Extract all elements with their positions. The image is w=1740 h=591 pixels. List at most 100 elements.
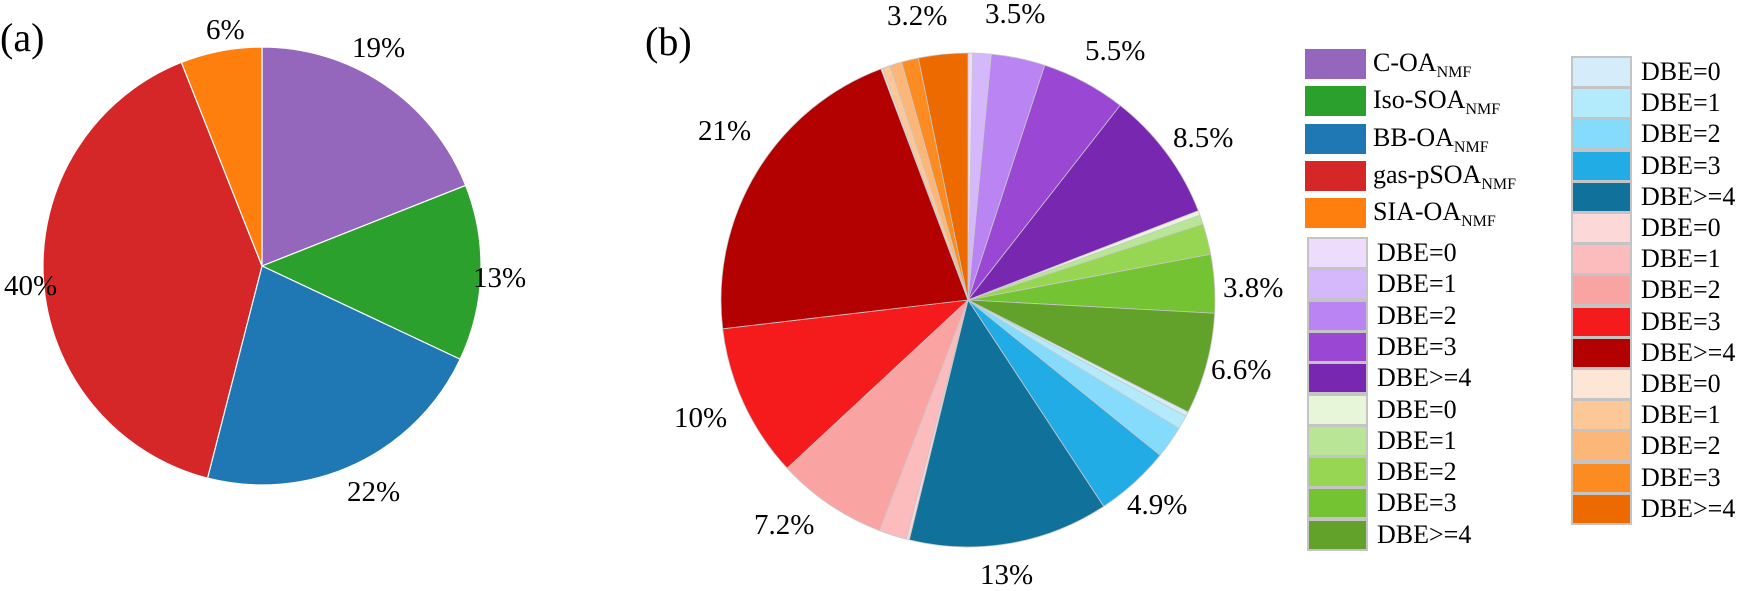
pie-b-data-label: 3.8% — [1223, 272, 1284, 304]
pie-b-slice-gas-psoa-nmf-dbe2 — [786, 299, 969, 532]
pie-a-slice-bb-oa-nmf — [206, 265, 461, 486]
pie-b-slice-bb-oa-nmf-dbe4 — [908, 299, 1105, 548]
legend-swatch-dbe — [1571, 399, 1632, 432]
legend-label: SIA-OANMF — [1373, 197, 1496, 230]
legend-swatch-dbe — [1571, 87, 1632, 120]
legend-label-dbe: DBE=0 — [1641, 369, 1721, 398]
legend-swatch-dbe — [1307, 362, 1368, 395]
legend-label-main: Iso-SOA — [1373, 85, 1466, 114]
legend-swatch-dbe — [1307, 299, 1368, 332]
pie-a-data-label: 40% — [4, 270, 58, 302]
legend-label-dbe: DBE>=4 — [1641, 181, 1736, 211]
legend-swatch-dbe — [1571, 118, 1632, 151]
legend-label-main: C-OA — [1373, 48, 1437, 77]
legend-label: gas-pSOANMF — [1373, 160, 1516, 193]
legend-swatch-dbe — [1571, 274, 1632, 307]
legend-label-dbe: DBE=3 — [1377, 331, 1457, 361]
legend-swatch-dbe — [1571, 461, 1632, 494]
pie-b-slice-c-oa-nmf-dbe4 — [966, 104, 1199, 301]
legend-swatch-dbe — [1571, 305, 1632, 338]
legend-swatch-dbe — [1307, 268, 1368, 301]
legend-swatch-dbe — [1307, 518, 1368, 551]
legend-label-main: BB-OA — [1373, 123, 1454, 152]
legend-swatch-dbe — [1571, 243, 1632, 276]
pie-b-slice-gas-psoa-nmf-dbe4 — [720, 68, 969, 330]
legend-swatch-dbe — [1307, 424, 1368, 457]
pie-a-slice-gas-psoa-nmf — [42, 61, 263, 479]
legend-swatch-dbe — [1571, 368, 1632, 400]
legend-label-dbe: DBE=0 — [1641, 57, 1721, 86]
legend-label: Iso-SOANMF — [1373, 85, 1500, 118]
legend-label-dbe: DBE=1 — [1641, 244, 1721, 274]
legend-label-subscript: NMF — [1461, 213, 1496, 230]
pie-b-data-label: 3.2% — [887, 0, 948, 32]
pie-a-slice-iso-soa-nmf — [260, 184, 482, 361]
legend-label-dbe: DBE=1 — [1377, 269, 1457, 299]
pie-a-slice-c-oa-nmf — [261, 46, 467, 267]
pie-b-data-label: 10% — [674, 402, 728, 434]
legend-label: C-OANMF — [1373, 48, 1471, 81]
legend-label-dbe: DBE=2 — [1641, 431, 1721, 461]
legend-label-dbe: DBE>=4 — [1641, 493, 1736, 523]
legend-swatch-dbe — [1571, 212, 1632, 244]
pie-b-slice-sia-oa-nmf-dbe4 — [917, 52, 969, 301]
legend-swatch — [1305, 198, 1366, 228]
legend-swatch — [1305, 124, 1366, 154]
legend-label-dbe: DBE=1 — [1377, 425, 1457, 455]
legend-label-dbe: DBE=2 — [1377, 457, 1457, 487]
pie-b-slice-gas-psoa-nmf-dbe3 — [722, 299, 970, 469]
legend-label-dbe: DBE>=4 — [1377, 519, 1472, 549]
pie-a-data-label: 13% — [473, 262, 527, 294]
pie-b-data-label: 3.5% — [985, 0, 1046, 30]
legend-swatch — [1305, 49, 1366, 79]
legend-label-dbe: DBE=1 — [1641, 88, 1721, 118]
legend-label-dbe: DBE=2 — [1377, 300, 1457, 330]
legend-swatch-dbe — [1307, 487, 1368, 520]
legend-swatch-dbe — [1307, 393, 1368, 426]
pie-a-slice-sia-oa-nmf — [180, 46, 263, 267]
pie-b-data-label: 6.6% — [1211, 354, 1272, 386]
legend-label-dbe: DBE=3 — [1641, 306, 1721, 336]
pie-a-data-label: 6% — [206, 14, 245, 46]
legend-label-subscript: NMF — [1465, 101, 1501, 118]
legend-swatch — [1305, 86, 1366, 116]
legend-label-dbe: DBE=2 — [1641, 275, 1721, 305]
legend-label-subscript: NMF — [1436, 64, 1472, 81]
pie-b-data-label: 8.5% — [1173, 122, 1234, 154]
panel-label-a: (a) — [0, 15, 45, 60]
legend-label-dbe: DBE>=4 — [1641, 337, 1736, 367]
pie-b-data-label: 4.9% — [1127, 489, 1188, 521]
panel-label-b: (b) — [645, 19, 692, 64]
legend-swatch-dbe — [1571, 180, 1632, 213]
legend-label-main: gas-pSOA — [1373, 160, 1482, 189]
legend-label-dbe: DBE=0 — [1377, 394, 1457, 424]
pie-a-data-label: 19% — [352, 32, 406, 64]
pie-b-data-label: 21% — [698, 115, 752, 147]
legend-swatch-dbe — [1571, 430, 1632, 463]
legend-swatch-dbe — [1307, 330, 1368, 363]
legend-label-dbe: DBE=2 — [1641, 119, 1721, 149]
legend-label-subscript: NMF — [1453, 139, 1489, 156]
legend-swatch-dbe — [1571, 336, 1632, 369]
legend-label-subscript: NMF — [1481, 176, 1517, 193]
legend-label-dbe: DBE=0 — [1641, 213, 1721, 242]
legend-label-dbe: DBE=0 — [1377, 238, 1457, 267]
pie-a-data-label: 22% — [347, 476, 401, 508]
legend-swatch — [1305, 161, 1366, 191]
legend-label: BB-OANMF — [1373, 123, 1489, 156]
legend-label-dbe: DBE=3 — [1641, 150, 1721, 180]
legend-label-dbe: DBE=1 — [1641, 400, 1721, 430]
legend-label-dbe: DBE=3 — [1641, 462, 1721, 492]
legend-swatch-dbe — [1307, 456, 1368, 489]
legend-label-dbe: DBE=3 — [1377, 488, 1457, 518]
pie-b-data-label: 5.5% — [1085, 35, 1146, 67]
legend-label-main: SIA-OA — [1373, 197, 1462, 226]
pie-b-data-label: 13% — [980, 559, 1034, 591]
legend-swatch-dbe — [1571, 56, 1632, 88]
legend-label-dbe: DBE>=4 — [1377, 363, 1472, 393]
pie-b-data-label: 7.2% — [754, 509, 815, 541]
legend-swatch-dbe — [1571, 492, 1632, 525]
legend-swatch-dbe — [1571, 149, 1632, 182]
legend-swatch-dbe — [1307, 237, 1368, 269]
